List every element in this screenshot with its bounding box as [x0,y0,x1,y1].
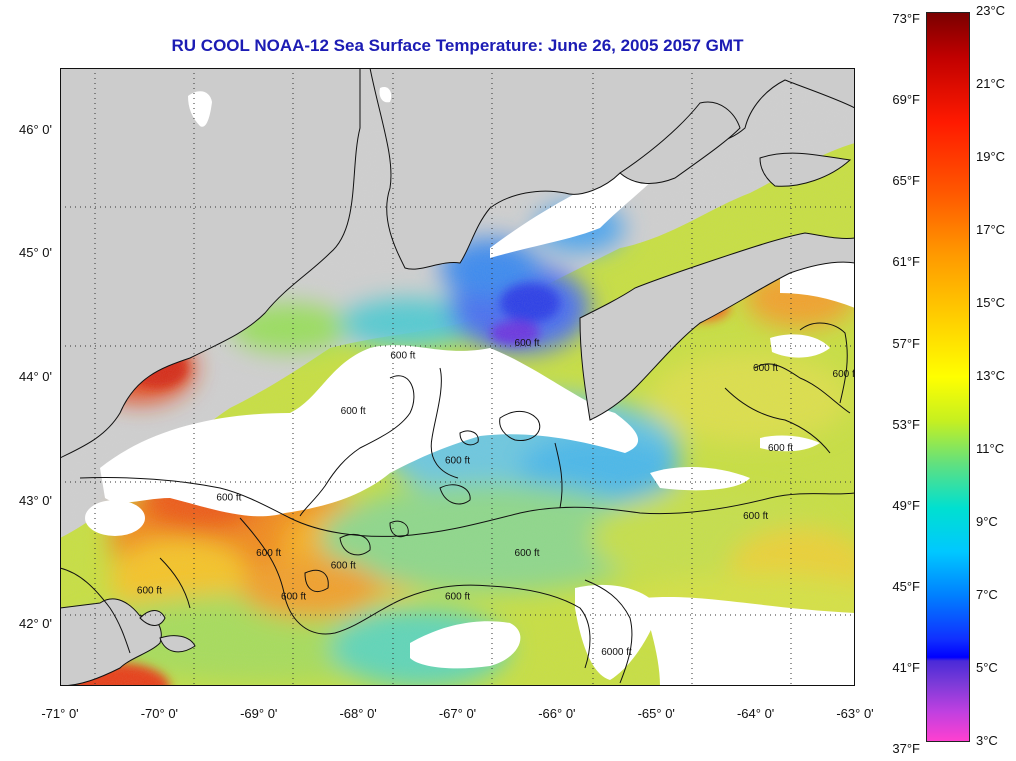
colorbar-fahrenheit-label: 53°F [892,416,920,432]
colorbar-celsius-label: 19°C [976,149,1006,164]
colorbar-celsius-label: 17°C [976,222,1006,237]
colorbar-celsius-label: 9°C [976,514,998,529]
contour-depth-label: 600 ft [833,369,855,380]
contour-depth-label: 600 ft [137,585,162,596]
longitude-label: -67° 0' [438,706,477,721]
contour-depth-label: 6000 ft [601,647,632,658]
latitude-label: 42° 0' [19,616,52,632]
contour-depth-label: 600 ft [216,493,241,504]
contour-depth-label: 600 ft [256,548,281,559]
depth-contours [60,322,855,684]
colorbar-fahrenheit-label: 45°F [892,578,920,594]
colorbar-celsius-label: 21°C [976,76,1006,91]
colorbar-celsius-label: 5°C [976,660,998,675]
longitude-label: -68° 0' [339,706,377,721]
colorbar-fahrenheit-label: 49°F [892,497,920,513]
map-title: RU COOL NOAA-12 Sea Surface Temperature:… [171,36,744,55]
contour-depth-label: 600 ft [445,591,470,602]
colorbar-fahrenheit-label: 37°F [892,741,920,757]
latitude-label: 45° 0' [19,245,52,261]
colorbar-fahrenheit-label: 41°F [892,660,920,675]
contour-depth-label: 600 ft [281,591,306,602]
temperature-colorbar [926,12,970,742]
contour-depth-label: 600 ft [515,338,540,349]
colorbar-fahrenheit-label: 65°F [892,173,920,189]
longitude-label: -69° 0' [240,706,278,721]
latitude-label: 46° 0' [19,121,52,137]
latitude-longitude-grid [60,68,855,686]
longitude-label: -63° 0' [836,706,874,721]
colorbar-celsius-label: 7°C [976,587,998,602]
contour-depth-label: 600 ft [390,350,415,361]
latitude-label: 43° 0' [19,492,52,508]
longitude-label: -71° 0' [41,706,79,721]
contour-depth-label: 600 ft [753,363,778,374]
contour-labels: 600 ft 600 ft 600 ft 600 ft 600 ft 600 ft 600 … [137,338,855,658]
colorbar-celsius-label: 11°C [976,441,1005,456]
colorbar-celsius-label: 15°C [976,295,1006,310]
longitude-label: -70° 0' [140,706,179,721]
contour-depth-label: 600 ft [768,443,793,454]
colorbar-fahrenheit-label: 69°F [892,92,920,108]
colorbar-fahrenheit-label: 57°F [892,335,920,351]
coastline-land [60,68,855,686]
contour-depth-label: 600 ft [515,548,540,559]
contour-depth-label: 600 ft [743,511,768,522]
longitude-label: -65° 0' [637,706,675,721]
colorbar-celsius-label: 13°C [976,368,1006,383]
small-islands [188,86,392,127]
contour-depth-label: 600 ft [445,456,470,467]
colorbar-celsius-label: 23°C [976,3,1006,18]
cloud-mask [85,97,855,686]
contour-depth-label: 600 ft [341,406,366,417]
contour-depth-label: 600 ft [331,561,356,572]
latitude-label: 44° 0' [19,369,52,384]
colorbar-fahrenheit-label: 73°F [892,11,920,27]
colorbar-celsius-label: 3°C [976,733,998,748]
sea-surface-temperature-map: 600 ft 600 ft 600 ft 600 ft 600 ft 600 ft 600 … [60,68,855,686]
longitude-label: -66° 0' [538,706,576,721]
longitude-label: -64° 0' [736,706,775,721]
colorbar-fahrenheit-label: 61°F [892,254,920,270]
